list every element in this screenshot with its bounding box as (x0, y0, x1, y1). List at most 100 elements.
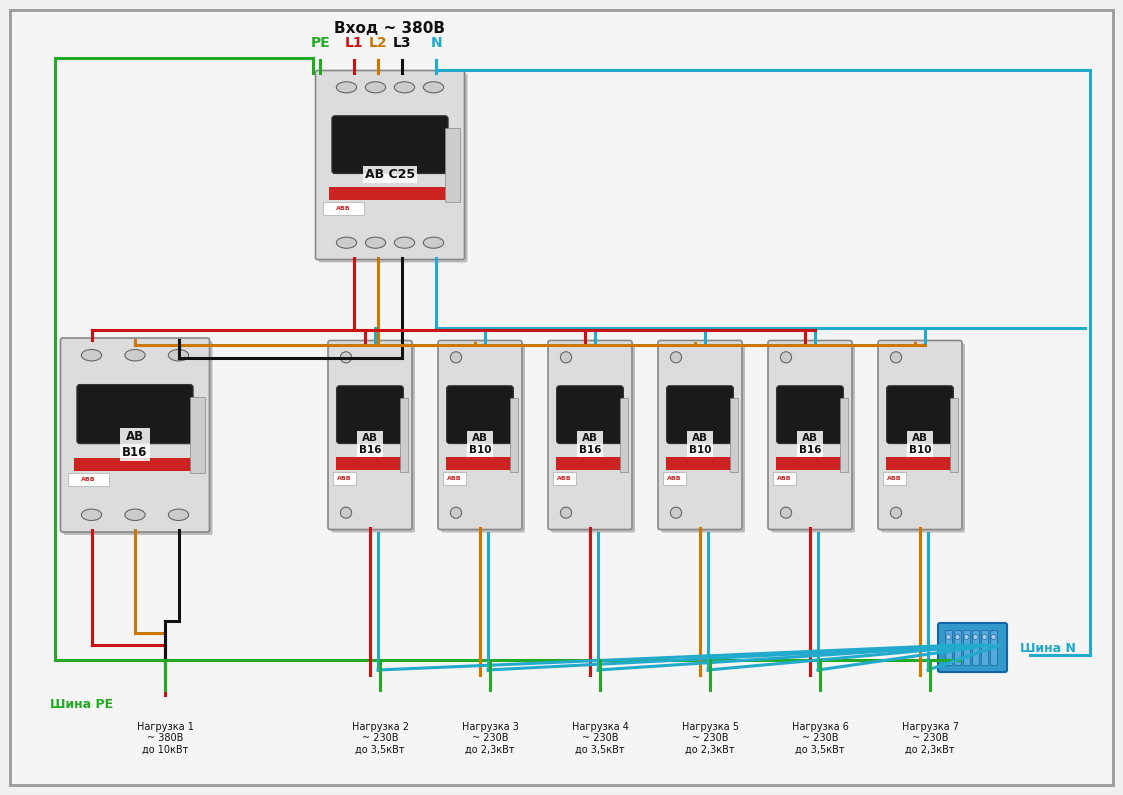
Bar (620, 398, 629, 472)
Ellipse shape (337, 237, 357, 248)
Ellipse shape (670, 507, 682, 518)
Text: АВ
В16: АВ В16 (578, 433, 601, 455)
FancyBboxPatch shape (768, 340, 852, 529)
Bar (774, 472, 795, 485)
Text: N: N (430, 36, 442, 50)
Text: Нагрузка 1
~ 380В
до 10кВт: Нагрузка 1 ~ 380В до 10кВт (137, 722, 193, 755)
Bar (510, 398, 519, 472)
Text: Вход ~ 380В: Вход ~ 380В (335, 21, 446, 36)
Text: Шина РЕ: Шина РЕ (51, 699, 113, 712)
FancyBboxPatch shape (76, 385, 193, 444)
Bar (329, 187, 451, 200)
Text: АВ
В10: АВ В10 (688, 433, 711, 455)
Text: Шина N: Шина N (1020, 642, 1076, 654)
Text: АВ
В16: АВ В16 (122, 431, 148, 459)
Ellipse shape (560, 507, 572, 518)
FancyBboxPatch shape (441, 343, 524, 533)
Text: АВ
В10: АВ В10 (909, 433, 931, 455)
Bar (944, 630, 952, 665)
FancyBboxPatch shape (328, 340, 412, 529)
Bar (730, 398, 739, 472)
Bar (982, 630, 988, 665)
FancyBboxPatch shape (61, 338, 210, 532)
Bar (990, 630, 997, 665)
Ellipse shape (340, 507, 351, 518)
FancyBboxPatch shape (331, 343, 416, 533)
Text: Нагрузка 6
~ 230В
до 3,5кВт: Нагрузка 6 ~ 230В до 3,5кВт (792, 722, 849, 755)
FancyBboxPatch shape (319, 73, 467, 262)
Ellipse shape (81, 350, 102, 361)
Bar (955, 630, 961, 665)
Text: ABB: ABB (557, 476, 572, 481)
FancyBboxPatch shape (661, 343, 745, 533)
Ellipse shape (125, 350, 145, 361)
FancyBboxPatch shape (878, 340, 962, 529)
Ellipse shape (168, 350, 189, 361)
Bar (444, 472, 466, 485)
Bar (973, 630, 979, 665)
Bar (556, 457, 623, 470)
Text: АВ
В16: АВ В16 (798, 433, 821, 455)
Text: L1: L1 (345, 36, 363, 50)
Ellipse shape (560, 351, 572, 363)
FancyBboxPatch shape (337, 386, 403, 444)
Bar (190, 397, 204, 473)
Ellipse shape (423, 82, 444, 93)
Ellipse shape (81, 509, 102, 521)
Ellipse shape (946, 634, 951, 639)
Text: ABB: ABB (887, 476, 902, 481)
FancyBboxPatch shape (438, 340, 522, 529)
Ellipse shape (955, 634, 960, 639)
Ellipse shape (340, 351, 351, 363)
Text: L3: L3 (392, 36, 411, 50)
Text: ABB: ABB (337, 476, 351, 481)
Bar (964, 630, 970, 665)
Text: ABB: ABB (447, 476, 462, 481)
Text: Нагрузка 5
~ 230В
до 2,3кВт: Нагрузка 5 ~ 230В до 2,3кВт (682, 722, 739, 755)
FancyBboxPatch shape (447, 386, 513, 444)
Ellipse shape (337, 82, 357, 93)
FancyBboxPatch shape (548, 340, 632, 529)
FancyBboxPatch shape (886, 386, 953, 444)
Ellipse shape (891, 351, 902, 363)
Text: Нагрузка 4
~ 230В
до 3,5кВт: Нагрузка 4 ~ 230В до 3,5кВт (572, 722, 629, 755)
Text: АВ
В16: АВ В16 (358, 433, 381, 455)
FancyBboxPatch shape (777, 386, 843, 444)
Bar (445, 128, 459, 202)
Ellipse shape (365, 237, 385, 248)
Text: ABB: ABB (336, 206, 350, 211)
FancyBboxPatch shape (64, 341, 212, 535)
Text: АВ С25: АВ С25 (365, 168, 416, 180)
Text: Нагрузка 3
~ 230В
до 2,3кВт: Нагрузка 3 ~ 230В до 2,3кВт (462, 722, 519, 755)
Ellipse shape (365, 82, 385, 93)
Ellipse shape (670, 351, 682, 363)
FancyBboxPatch shape (551, 343, 634, 533)
Ellipse shape (964, 634, 969, 639)
Text: ABB: ABB (667, 476, 682, 481)
Text: Нагрузка 7
~ 230В
до 2,3кВт: Нагрузка 7 ~ 230В до 2,3кВт (902, 722, 959, 755)
FancyBboxPatch shape (772, 343, 855, 533)
Bar (886, 457, 953, 470)
Ellipse shape (394, 82, 414, 93)
Ellipse shape (450, 351, 462, 363)
Ellipse shape (394, 237, 414, 248)
FancyBboxPatch shape (332, 116, 448, 173)
Ellipse shape (780, 507, 792, 518)
Bar (401, 398, 409, 472)
Text: АВ
В10: АВ В10 (468, 433, 491, 455)
Bar (840, 398, 848, 472)
Bar (337, 457, 403, 470)
Bar (950, 398, 958, 472)
Text: ABB: ABB (81, 477, 95, 482)
Ellipse shape (982, 634, 987, 639)
Ellipse shape (780, 351, 792, 363)
Bar (447, 457, 513, 470)
Text: Нагрузка 2
~ 230В
до 3,5кВт: Нагрузка 2 ~ 230В до 3,5кВт (351, 722, 409, 755)
FancyBboxPatch shape (938, 623, 1007, 672)
Ellipse shape (990, 634, 996, 639)
Bar (554, 472, 576, 485)
Text: PE: PE (311, 36, 330, 50)
Ellipse shape (125, 509, 145, 521)
FancyBboxPatch shape (316, 71, 465, 259)
Bar (74, 458, 195, 471)
